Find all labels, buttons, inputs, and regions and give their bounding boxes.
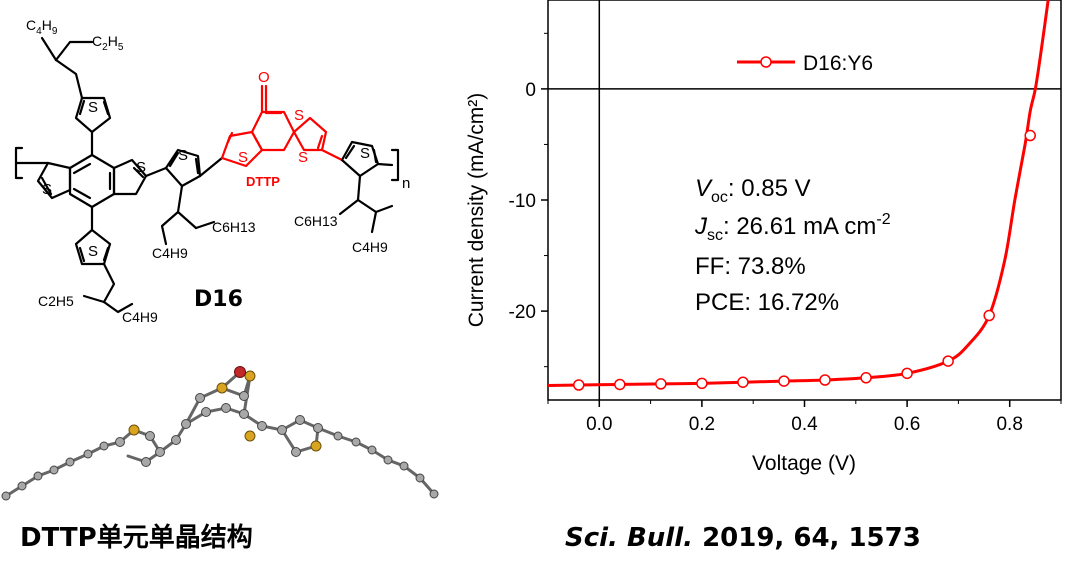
x-tick-label: 0.4: [791, 414, 818, 435]
data-point: [573, 379, 585, 391]
polymer-name: D16: [194, 287, 243, 312]
data-point: [655, 378, 667, 390]
reference-lines: [548, 0, 1061, 400]
x-tick-label: 0.8: [996, 414, 1022, 435]
bdt-s-left: S: [42, 181, 52, 198]
polymer-structure-drawing: S S S S S S n O S S S DTTP C4H9 C2H5 C2H…: [1, 17, 439, 553]
alkyl-c2h5-bottom: C2H5: [38, 293, 74, 309]
spacer1-s: S: [178, 147, 188, 164]
repeat-n: n: [402, 175, 410, 192]
dttp-o: O: [258, 69, 270, 86]
data-point: [983, 309, 995, 322]
thienyl-s-bottom: S: [88, 243, 98, 260]
data-point: [901, 367, 913, 380]
structure-panel: S S S S S S n O S S S DTTP C4H9 C2H5 C2H…: [0, 0, 470, 559]
x-axis-label: Voltage (V): [752, 452, 856, 475]
y-tick-label: -20: [509, 302, 536, 323]
x-tick-label: 0.2: [689, 414, 715, 435]
data-point: [614, 378, 626, 391]
performance-annotations: Voc: 0.85 V Jsc: 26.61 mA cm-2 FF: 73.8%…: [694, 175, 891, 316]
legend: D16:Y6: [737, 52, 873, 75]
thienyl-s-top: S: [88, 99, 98, 116]
series-d16-y6: [548, 0, 1050, 391]
y-tick-label: -10: [509, 191, 536, 212]
jsc-annotation: Jsc: 26.61 mA cm-2: [694, 211, 891, 244]
spacer2-s: S: [360, 145, 370, 162]
alkyl-c4h9-right: C4H9: [352, 239, 388, 255]
data-point: [942, 355, 954, 367]
data-point: [737, 376, 749, 388]
alkyl-c4h9-bottom: C4H9: [122, 309, 158, 325]
legend-marker: [760, 56, 772, 68]
crystal-structure-image: [1, 366, 439, 501]
bdt-s-right: S: [136, 159, 146, 176]
dttp-s-right: S: [298, 149, 308, 166]
voc-annotation: Voc: 0.85 V: [695, 175, 811, 206]
x-tick-label: 0.0: [586, 414, 612, 435]
x-tick-label: 0.6: [894, 414, 920, 435]
jv-chart: 0.0 0.2 0.4 0.6 0.8 0 -10 -20 Voltage (V) Curre…: [465, 0, 1062, 553]
data-point: [1024, 129, 1036, 142]
right-bracket: [390, 148, 400, 182]
data-point: [819, 374, 831, 386]
y-tick-label: 0: [525, 80, 536, 101]
citation: Sci. Bull. 2019, 64, 1573: [565, 523, 921, 553]
alkyl-c4h9-top: C4H9: [26, 17, 58, 37]
data-point: [696, 377, 708, 390]
y-axis-label: Current density (mA/cm²): [465, 93, 488, 328]
axis-ticks: 0.0 0.2 0.4 0.6 0.8 0 -10 -20: [509, 32, 1062, 435]
pce-annotation: PCE: 16.72%: [695, 289, 839, 316]
jv-chart-panel: 0.0 0.2 0.4 0.6 0.8 0 -10 -20 Voltage (V) Curre…: [455, 0, 1080, 559]
alkyl-c4h9-left: C4H9: [152, 245, 188, 261]
legend-entry-d16-y6: D16:Y6: [803, 52, 873, 75]
alkyl-c6h13-right: C6H13: [294, 213, 338, 229]
data-point: [778, 375, 790, 387]
alkyl-c2h5-top: C2H5: [92, 33, 124, 53]
data-point: [860, 372, 872, 384]
alkyl-c6h13-left: C6H13: [212, 219, 256, 235]
dttp-unit: [220, 84, 344, 168]
crystal-caption: DTTP单元单晶结构: [20, 523, 253, 553]
dttp-label: DTTP: [246, 174, 280, 189]
ff-annotation: FF: 73.8%: [695, 253, 806, 280]
dttp-s-left: S: [238, 149, 248, 166]
dttp-s-top: S: [294, 107, 304, 124]
